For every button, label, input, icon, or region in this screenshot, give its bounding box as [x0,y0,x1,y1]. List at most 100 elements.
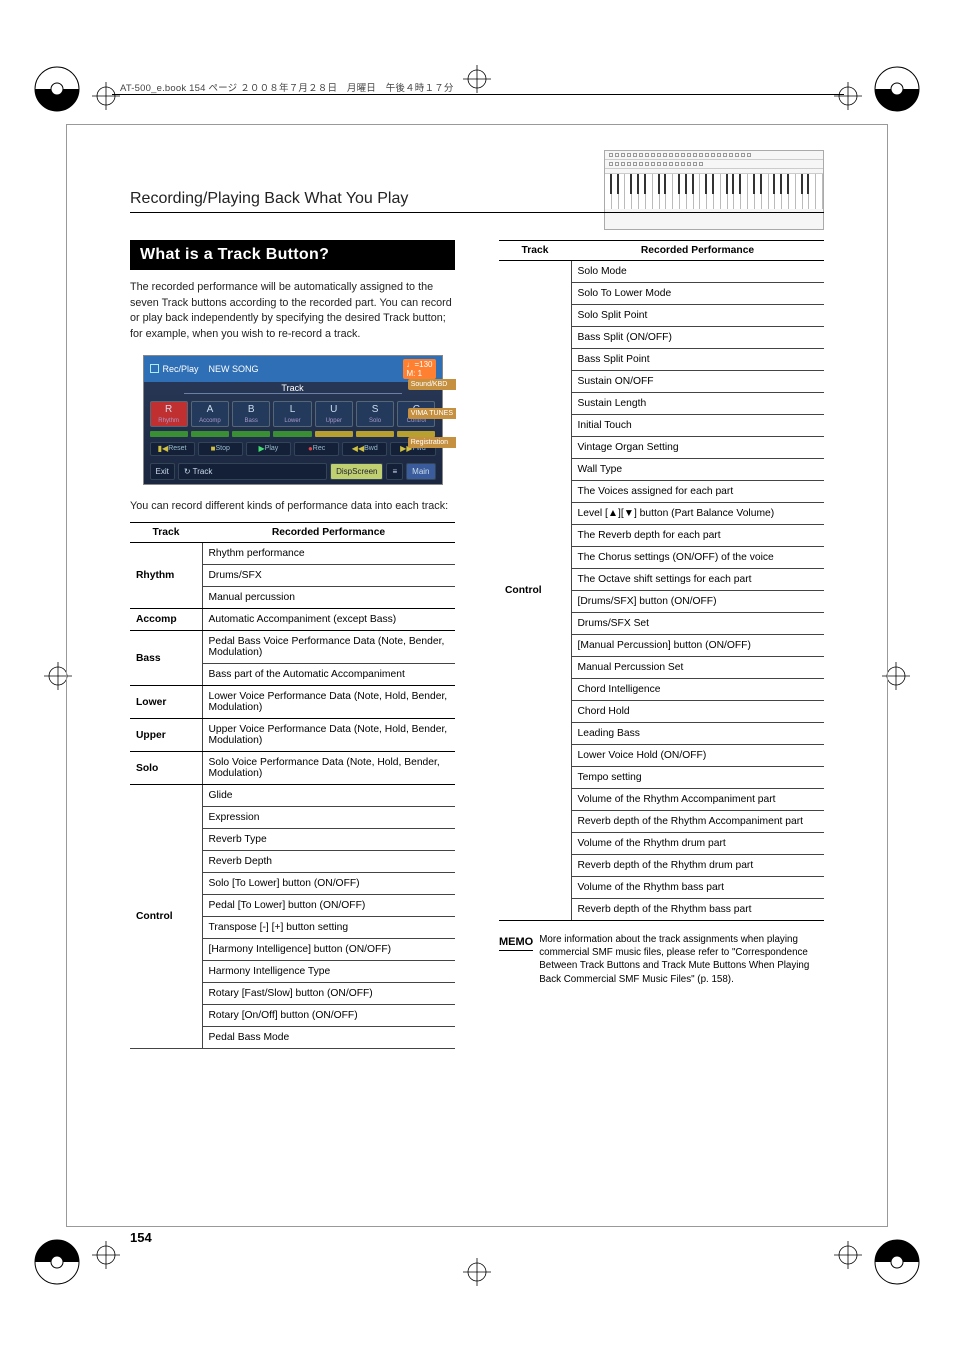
lcd-track-solo: SSolo [356,401,394,427]
th-perf: Recorded Performance [202,523,455,543]
track-label: Track [144,382,442,393]
th-track: Track [499,241,571,261]
side-tab: Registration [408,437,456,448]
perf-cell: Initial Touch [571,415,824,437]
perf-cell: Rotary [On/Off] button (ON/OFF) [202,1005,455,1027]
perf-cell: Tempo setting [571,767,824,789]
perf-cell: Rhythm performance [202,543,455,565]
perf-cell: The Voices assigned for each part [571,481,824,503]
tempo-readout: ♩=130M: 1 [403,359,435,379]
perf-cell: Volume of the Rhythm drum part [571,833,824,855]
track-cell: Upper [130,719,202,752]
th-track: Track [130,523,202,543]
lcd-track-upper: UUpper [315,401,353,427]
memo-note: MEMO More information about the track as… [499,933,824,986]
screen-title-left: Rec/Play [163,364,199,374]
perf-cell: The Octave shift settings for each part [571,569,824,591]
perf-cell: The Reverb depth for each part [571,525,824,547]
lcd-track-bass: BBass [232,401,270,427]
perf-cell: Automatic Accompaniment (except Bass) [202,609,455,631]
perf-cell: Solo [To Lower] button (ON/OFF) [202,873,455,895]
perf-cell: [Manual Percussion] button (ON/OFF) [571,635,824,657]
right-table: Track Recorded Performance ControlSolo M… [499,240,824,921]
transport-play: ▶Play [246,442,291,456]
perf-cell: Solo Split Point [571,305,824,327]
track-cell: Control [499,261,571,921]
perf-cell: Volume of the Rhythm Accompaniment part [571,789,824,811]
intro-p2: You can record different kinds of perfor… [130,499,455,515]
perf-cell: Chord Hold [571,701,824,723]
memo-icon: MEMO [499,935,533,951]
perf-cell: Transpose [-] [+] button setting [202,917,455,939]
perf-cell: Bass Split (ON/OFF) [571,327,824,349]
track-cell: Control [130,785,202,1049]
section-rule [130,212,824,213]
track-cell: Bass [130,631,202,686]
crop-corner-tl [28,60,86,118]
right-column: Track Recorded Performance ControlSolo M… [499,240,824,1251]
side-tab: Sound/KBD [408,379,456,390]
lcd-screenshot: Rec/Play NEW SONG ♩=130M: 1 Track RRhyth… [130,355,455,485]
perf-cell: Rotary [Fast/Slow] button (ON/OFF) [202,983,455,1005]
lcd-track-accomp: AAccomp [191,401,229,427]
transport-rec: ●Rec [294,442,339,456]
track-cell: Solo [130,752,202,785]
perf-cell: Sustain Length [571,393,824,415]
transport-stop: ■Stop [198,442,243,456]
perf-cell: Leading Bass [571,723,824,745]
perf-cell: Solo Voice Performance Data (Note, Hold,… [202,752,455,785]
screen-title-right: NEW SONG [209,364,259,374]
track-cell: Lower [130,686,202,719]
section-title: Recording/Playing Back What You Play [130,190,408,208]
side-tab: VIMA TUNES [408,408,456,419]
perf-cell: Pedal [To Lower] button (ON/OFF) [202,895,455,917]
perf-cell: Bass Split Point [571,349,824,371]
perf-cell: Volume of the Rhythm bass part [571,877,824,899]
perf-cell: [Drums/SFX] button (ON/OFF) [571,591,824,613]
perf-cell: Glide [202,785,455,807]
crop-corner-br [868,1233,926,1291]
track-cell: Accomp [130,609,202,631]
perf-cell: Wall Type [571,459,824,481]
perf-cell: Drums/SFX Set [571,613,824,635]
exit-button: Exit [150,463,175,480]
memo-text: More information about the track assignm… [539,933,824,986]
perf-cell: Lower Voice Hold (ON/OFF) [571,745,824,767]
crop-corner-bl [28,1233,86,1291]
perf-cell: Chord Intelligence [571,679,824,701]
perf-cell: Reverb Depth [202,851,455,873]
perf-cell: Expression [202,807,455,829]
perf-cell: Reverb Type [202,829,455,851]
what-is-heading: What is a Track Button? [130,240,455,270]
track-cell: Rhythm [130,543,202,609]
intro-p1: The recorded performance will be automat… [130,280,455,343]
list-icon: ≡ [386,463,403,480]
perf-cell: Harmony Intelligence Type [202,961,455,983]
perf-cell: Manual percussion [202,587,455,609]
perf-cell: Solo To Lower Mode [571,283,824,305]
lcd-track-rhythm: RRhythm [150,401,188,427]
left-table: Track Recorded Performance RhythmRhythm … [130,522,455,1049]
transport-reset: ▮◀Reset [150,442,195,456]
perf-cell: Vintage Organ Setting [571,437,824,459]
header-rule [112,94,844,95]
perf-cell: Reverb depth of the Rhythm bass part [571,899,824,921]
perf-cell: Reverb depth of the Rhythm Accompaniment… [571,811,824,833]
print-header: AT-500_e.book 154 ページ ２００８年７月２８日 月曜日 午後４… [120,80,454,94]
th-perf: Recorded Performance [571,241,824,261]
crop-corner-tr [868,60,926,118]
perf-cell: Upper Voice Performance Data (Note, Hold… [202,719,455,752]
perf-cell: Pedal Bass Mode [202,1027,455,1049]
play-icon [150,364,159,373]
perf-cell: Drums/SFX [202,565,455,587]
main-button: Main [406,463,435,480]
perf-cell: The Chorus settings (ON/OFF) of the voic… [571,547,824,569]
perf-cell: Lower Voice Performance Data (Note, Hold… [202,686,455,719]
perf-cell: Manual Percussion Set [571,657,824,679]
perf-cell: Reverb depth of the Rhythm drum part [571,855,824,877]
disp-button: DispScreen [330,463,383,480]
page-number: 154 [130,1230,152,1245]
lcd-track-lower: LLower [273,401,311,427]
perf-cell: Solo Mode [571,261,824,283]
registration-mark [463,1258,491,1286]
